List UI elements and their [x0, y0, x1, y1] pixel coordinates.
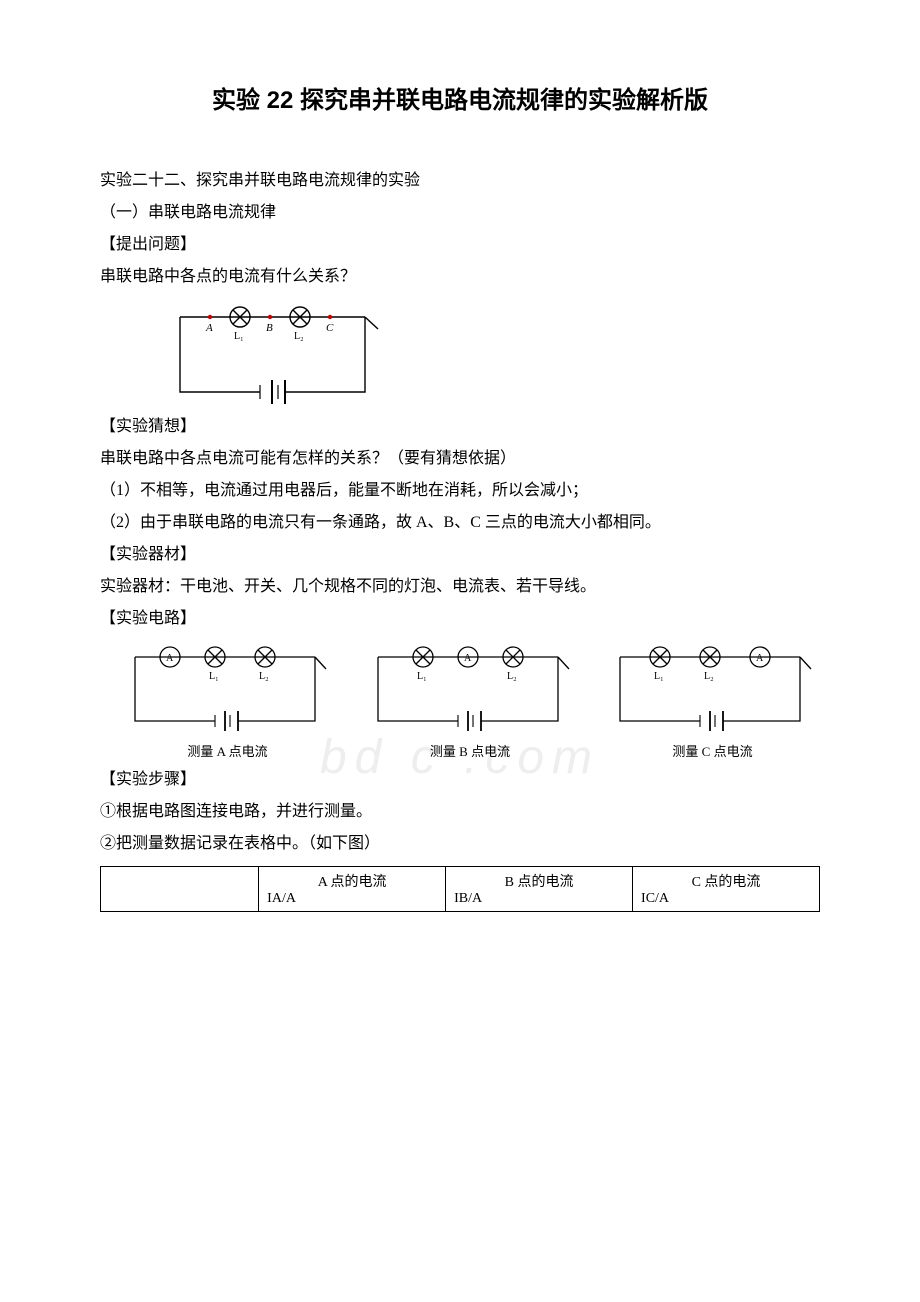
- ammeter-a-label: A: [166, 653, 174, 664]
- line-guess-1: （1）不相等，电流通过用电器后，能量不断地在消耗，所以会减小；: [100, 475, 820, 507]
- table-cell-a: A 点的电流 IA/A: [259, 867, 446, 912]
- cc-l1: L₁: [654, 671, 664, 682]
- cell-c-top: C 点的电流: [641, 871, 811, 891]
- label-steps: 【实验步骤】: [100, 764, 820, 796]
- line-equipment: 实验器材：干电池、开关、几个规格不同的灯泡、电流表、若干导线。: [100, 571, 820, 603]
- caption-b: 测量 B 点电流: [430, 741, 510, 760]
- ammeter-b-label: A: [464, 653, 472, 664]
- line-guess-2: （2）由于串联电路的电流只有一条通路，故 A、B、C 三点的电流大小都相同。: [100, 507, 820, 539]
- label-guess: 【实验猜想】: [100, 411, 820, 443]
- line-step2: ②把测量数据记录在表格中。（如下图）: [100, 828, 820, 860]
- label-circuit: 【实验电路】: [100, 603, 820, 635]
- circuit-c: A L₁ L₂ 测量 C 点电流: [605, 639, 820, 760]
- cell-b-bot: IB/A: [454, 891, 624, 907]
- line-section1: （一）串联电路电流规律: [100, 197, 820, 229]
- ammeter-c-label: A: [756, 653, 764, 664]
- circuit-row: A L₁ L₂ 测量 A 点电流: [120, 639, 820, 760]
- cc-l2: L₂: [704, 671, 714, 682]
- cb-l2: L₂: [507, 671, 517, 682]
- circuit-diagram-points: A B C L₁ L₂: [160, 297, 820, 407]
- line-guess-q: 串联电路中各点电流可能有怎样的关系？（要有猜想依据）: [100, 443, 820, 475]
- label-question: 【提出问题】: [100, 229, 820, 261]
- caption-c: 测量 C 点电流: [672, 741, 752, 760]
- bulb-l1-label: L₁: [234, 331, 244, 342]
- ca-l2: L₂: [259, 671, 269, 682]
- cell-c-bot: IC/A: [641, 891, 811, 907]
- table-cell-empty: [101, 867, 259, 912]
- doc-title: 实验 22 探究串并联电路电流规律的实验解析版: [100, 80, 820, 115]
- table-cell-c: C 点的电流 IC/A: [633, 867, 820, 912]
- label-equipment: 【实验器材】: [100, 539, 820, 571]
- circuit-b: A L₁ L₂ 测量 B 点电流: [363, 639, 578, 760]
- line-question: 串联电路中各点的电流有什么关系？: [100, 261, 820, 293]
- line-subtitle: 实验二十二、探究串并联电路电流规律的实验: [100, 165, 820, 197]
- ca-l1: L₁: [209, 671, 219, 682]
- data-table: A 点的电流 IA/A B 点的电流 IB/A C 点的电流 IC/A: [100, 866, 820, 912]
- cell-a-bot: IA/A: [267, 891, 437, 907]
- table-cell-b: B 点的电流 IB/A: [446, 867, 633, 912]
- caption-a: 测量 A 点电流: [187, 741, 267, 760]
- cell-a-top: A 点的电流: [267, 871, 437, 891]
- line-step1: ①根据电路图连接电路，并进行测量。: [100, 796, 820, 828]
- circuit-a: A L₁ L₂ 测量 A 点电流: [120, 639, 335, 760]
- point-c-label: C: [326, 322, 334, 334]
- cell-b-top: B 点的电流: [454, 871, 624, 891]
- cb-l1: L₁: [417, 671, 427, 682]
- point-a-label: A: [205, 322, 213, 334]
- point-b-label: B: [266, 322, 273, 334]
- table-row: A 点的电流 IA/A B 点的电流 IB/A C 点的电流 IC/A: [101, 867, 820, 912]
- bulb-l2-label: L₂: [294, 331, 304, 342]
